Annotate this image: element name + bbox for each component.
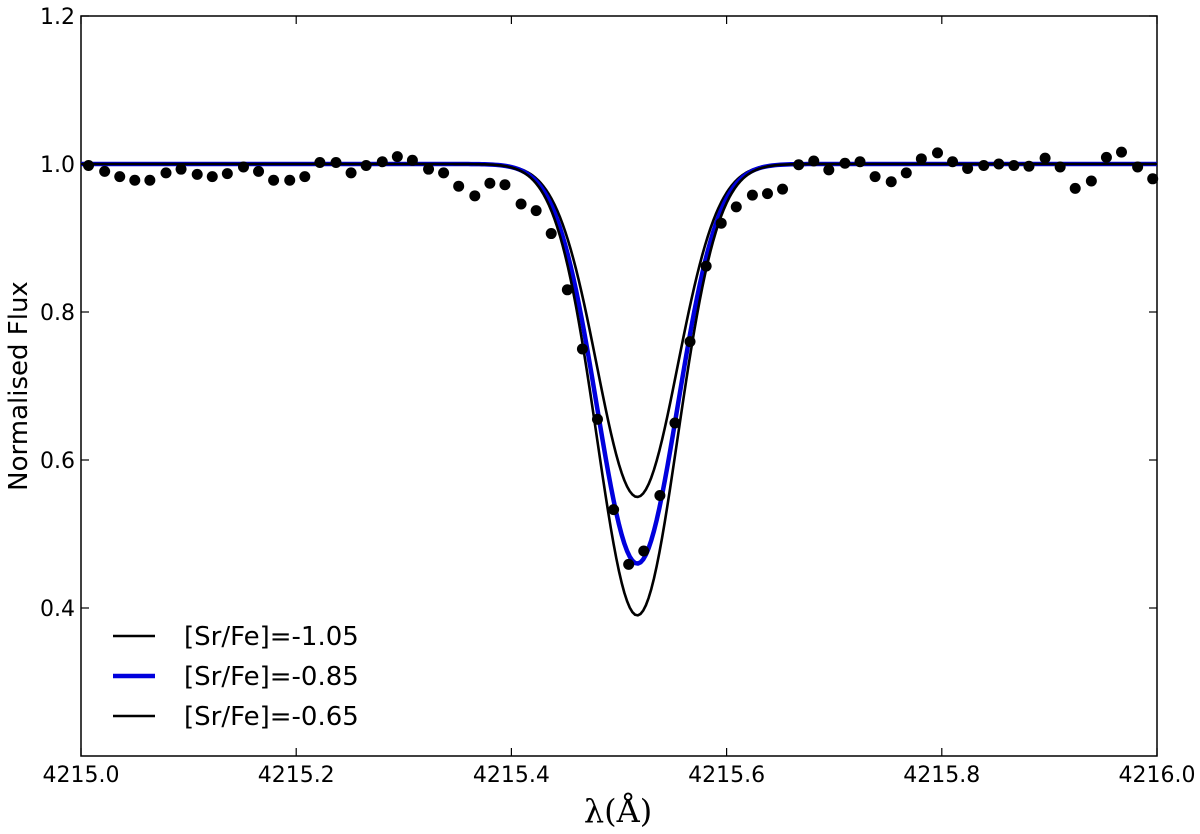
data-point <box>268 174 280 186</box>
data-point <box>406 154 418 166</box>
data-point <box>83 159 95 171</box>
data-point <box>915 153 927 165</box>
data-point <box>761 188 773 200</box>
data-point <box>638 545 650 557</box>
y-tick-label: 0.4 <box>40 597 75 622</box>
y-tick-label: 1.2 <box>40 5 75 30</box>
data-point <box>1008 159 1020 171</box>
data-point <box>591 413 603 425</box>
data-point <box>623 558 635 570</box>
data-point <box>545 228 557 240</box>
data-point <box>237 161 249 173</box>
data-point <box>314 157 326 169</box>
data-point <box>1132 161 1144 173</box>
y-tick-label: 0.8 <box>40 301 75 326</box>
data-point <box>1054 161 1066 173</box>
data-point <box>160 167 172 179</box>
data-point <box>808 155 820 167</box>
data-point <box>669 417 681 429</box>
data-point <box>684 336 696 348</box>
data-point <box>839 157 851 169</box>
data-point <box>746 189 758 201</box>
data-point <box>900 167 912 179</box>
data-point <box>1039 152 1051 164</box>
legend-label-0: [Sr/Fe]=-1.05 <box>184 622 359 652</box>
data-point <box>360 159 372 171</box>
data-point <box>823 164 835 176</box>
data-point <box>423 163 435 175</box>
data-point <box>114 171 126 183</box>
data-point <box>515 198 527 210</box>
x-tick-label: 4215.2 <box>258 763 335 788</box>
y-tick-label: 1.0 <box>40 153 75 178</box>
legend-label-2: [Sr/Fe]=-0.65 <box>184 702 359 732</box>
data-point <box>777 183 789 195</box>
data-point <box>376 156 388 168</box>
data-point <box>730 201 742 213</box>
data-point <box>253 165 265 177</box>
data-point <box>947 156 959 168</box>
data-point <box>561 284 573 296</box>
data-point <box>576 343 588 355</box>
data-point <box>175 163 187 175</box>
data-point <box>1023 160 1035 172</box>
data-point <box>453 180 465 192</box>
x-axis-ticks: 4215.0 4215.2 4215.4 4215.6 4215.8 4216.0 <box>43 16 1196 788</box>
data-point <box>1085 175 1097 187</box>
data-point <box>484 177 496 189</box>
data-point <box>499 179 511 191</box>
data-point <box>1115 146 1127 158</box>
data-point <box>191 168 203 180</box>
data-point <box>608 504 620 516</box>
x-tick-label: 4215.4 <box>473 763 550 788</box>
data-point <box>284 174 296 186</box>
data-point <box>793 159 805 171</box>
data-point <box>932 147 943 159</box>
legend-label-1: [Sr/Fe]=-0.85 <box>184 662 359 692</box>
legend: [Sr/Fe]=-1.05 [Sr/Fe]=-0.85 [Sr/Fe]=-0.65 <box>113 622 359 732</box>
data-point <box>206 171 218 183</box>
x-axis-label: λ(Å) <box>584 792 652 830</box>
data-point <box>391 151 403 163</box>
plot-frame <box>80 15 1158 757</box>
data-point <box>700 260 712 272</box>
data-point <box>144 174 156 186</box>
y-axis-label: Normalised Flux <box>4 281 34 491</box>
data-point <box>715 217 727 229</box>
data-point <box>345 167 357 179</box>
data-point <box>978 159 990 171</box>
y-axis-ticks: 0.4 0.6 0.8 1.0 1.2 <box>40 5 1157 622</box>
data-point <box>993 158 1005 170</box>
y-tick-label: 0.6 <box>40 449 75 474</box>
data-point <box>438 167 450 179</box>
x-tick-label: 4215.8 <box>903 763 980 788</box>
data-point <box>129 174 141 186</box>
data-point <box>299 171 311 183</box>
series-line-2 <box>81 162 1157 617</box>
data-point <box>530 205 542 217</box>
data-point <box>1069 182 1081 194</box>
data-point <box>330 157 342 169</box>
data-point <box>1100 151 1112 163</box>
observed-points <box>83 146 1159 570</box>
x-tick-label: 4216.0 <box>1119 763 1196 788</box>
data-point <box>869 171 881 183</box>
data-point <box>469 190 481 202</box>
data-point <box>885 176 897 188</box>
data-point <box>962 162 974 174</box>
x-tick-label: 4215.6 <box>688 763 765 788</box>
data-point <box>1147 173 1159 185</box>
x-tick-label: 4215.0 <box>43 763 120 788</box>
data-point <box>221 168 233 180</box>
data-point <box>854 156 866 168</box>
data-point <box>654 490 666 502</box>
model-lines <box>81 161 1157 617</box>
data-point <box>99 165 111 177</box>
